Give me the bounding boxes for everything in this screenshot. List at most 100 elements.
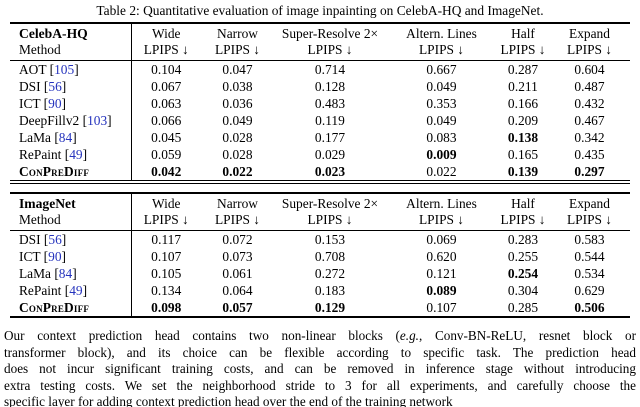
column-header-cell: Wide LPIPS ↓	[131, 193, 201, 231]
value-cell: 0.057	[222, 300, 253, 315]
value-cell: 0.342	[574, 130, 605, 145]
value-cell: 0.435	[574, 147, 605, 162]
column-header-cell: Wide LPIPS ↓	[131, 23, 201, 61]
method-name: ICT	[19, 249, 41, 264]
table-row: DSI [56] 0.117 0.072 0.153 0.069 0.283 0.583	[10, 230, 630, 248]
table-row: ICT [90] 0.063 0.036 0.483 0.353 0.166 0.432	[10, 95, 630, 112]
value-cell: 0.667	[426, 62, 457, 77]
value-cell: 0.083	[426, 130, 457, 145]
value-cell: 0.022	[426, 164, 457, 179]
column-header-cell: Narrow LPIPS ↓	[201, 23, 274, 61]
method-cell: ConPreDiff	[10, 163, 132, 182]
value-cell: 0.066	[151, 113, 182, 128]
value-cell: 0.211	[508, 79, 538, 94]
value-cell: 0.583	[574, 232, 605, 247]
value-cell: 0.544	[574, 249, 605, 264]
dataset-name: ImageNet	[19, 196, 76, 211]
citation-link[interactable]: 49	[69, 147, 83, 162]
value-cell: 0.059	[151, 147, 182, 162]
column-label: Narrow	[217, 26, 258, 41]
method-cell: LaMa [84]	[10, 265, 132, 282]
column-label: Wide	[152, 26, 181, 41]
value-cell: 0.061	[222, 266, 253, 281]
table-caption: Table 2: Quantitative evaluation of imag…	[96, 3, 544, 18]
value-cell: 0.153	[314, 232, 346, 247]
value-cell: 0.297	[574, 164, 605, 179]
method-name: ConPreDiff	[19, 300, 90, 315]
value-cell: 0.255	[507, 249, 539, 264]
citation-link[interactable]: 49	[69, 283, 83, 298]
method-name: DeepFillv2	[19, 113, 80, 128]
value-cell: 0.029	[314, 147, 346, 162]
column-header-cell: Altern. Lines LPIPS ↓	[386, 23, 497, 61]
italic-text-run: e.g.	[399, 328, 419, 343]
column-label: Wide	[152, 196, 181, 211]
citation-link[interactable]: 84	[58, 130, 73, 145]
value-cell: 0.285	[507, 300, 539, 315]
paragraph-line: specific layer for adding context predic…	[4, 394, 636, 407]
value-cell: 0.073	[222, 249, 253, 264]
value-cell: 0.022	[222, 164, 253, 179]
column-label: Altern. Lines	[406, 196, 477, 211]
body-paragraph: Our context prediction head contains two…	[0, 328, 640, 407]
value-cell: 0.028	[222, 130, 253, 145]
method-cell: DSI [56]	[10, 78, 132, 95]
citation-link[interactable]: 84	[58, 266, 73, 281]
method-cell: ConPreDiff	[10, 299, 132, 317]
value-cell: 0.042	[151, 164, 182, 179]
citation-link[interactable]: 105	[54, 62, 75, 77]
value-cell: 0.107	[151, 249, 182, 264]
citation-link[interactable]: 56	[48, 79, 62, 94]
method-cell: RePaint [49]	[10, 146, 132, 163]
method-name: DSI	[19, 79, 41, 94]
text-run: transformer block), and its choice can b…	[4, 344, 636, 360]
method-name: LaMa	[19, 266, 51, 281]
value-cell: 0.104	[151, 62, 182, 77]
citation-link[interactable]: 56	[48, 232, 62, 247]
dataset-header-cell: CelebA-HQ Method	[10, 23, 132, 61]
citation-link[interactable]: 103	[87, 113, 108, 128]
value-cell: 0.432	[574, 96, 605, 111]
column-label: Narrow	[217, 196, 258, 211]
value-cell: 0.119	[315, 113, 345, 128]
value-cell: 0.049	[426, 79, 457, 94]
value-cell: 0.064	[222, 283, 253, 298]
metric-label: LPIPS ↓	[214, 42, 261, 57]
value-cell: 0.629	[574, 283, 605, 298]
value-cell: 0.072	[222, 232, 253, 247]
method-cell: LaMa [84]	[10, 129, 132, 146]
value-cell: 0.117	[151, 232, 182, 247]
value-cell: 0.165	[507, 147, 539, 162]
paragraph-line: does not incur significant training cost…	[4, 361, 636, 378]
value-cell: 0.129	[314, 300, 346, 315]
value-cell: 0.028	[222, 147, 253, 162]
citation-link[interactable]: 90	[48, 96, 62, 111]
value-cell: 0.708	[314, 249, 346, 264]
value-cell: 0.283	[507, 232, 539, 247]
value-cell: 0.009	[426, 147, 457, 162]
value-cell: 0.107	[426, 300, 457, 315]
column-label: Half	[511, 196, 535, 211]
table-row: ICT [90] 0.107 0.073 0.708 0.620 0.255 0.544	[10, 248, 630, 265]
text-run: extra testing costs. We set the neighbor…	[4, 377, 636, 393]
metric-label: LPIPS ↓	[307, 212, 353, 227]
column-header-cell: Half LPIPS ↓	[497, 193, 549, 231]
dataset-name: CelebA-HQ	[19, 26, 88, 41]
value-cell: 0.209	[507, 113, 539, 128]
column-header-cell: Super-Resolve 2× LPIPS ↓	[274, 23, 386, 61]
metric-label: LPIPS ↓	[418, 42, 465, 57]
value-cell: 0.023	[314, 164, 346, 179]
value-cell: 0.049	[222, 113, 253, 128]
value-cell: 0.067	[151, 79, 182, 94]
metric-label: LPIPS ↓	[500, 42, 546, 57]
metric-label: LPIPS ↓	[418, 212, 465, 227]
column-header-cell: Expand LPIPS ↓	[549, 23, 630, 61]
column-label: Half	[511, 26, 535, 41]
table-row: ConPreDiff 0.042 0.022 0.023 0.022 0.139 0.297	[10, 163, 630, 182]
tables-container: CelebA-HQ Method Wide LPIPS ↓ Narrow LPIPS ↓ S…	[0, 22, 640, 318]
citation-link[interactable]: 90	[48, 249, 62, 264]
method-cell: DeepFillv2 [103]	[10, 112, 132, 129]
paragraph-line: Our context prediction head contains two…	[4, 328, 636, 345]
value-cell: 0.604	[574, 62, 605, 77]
